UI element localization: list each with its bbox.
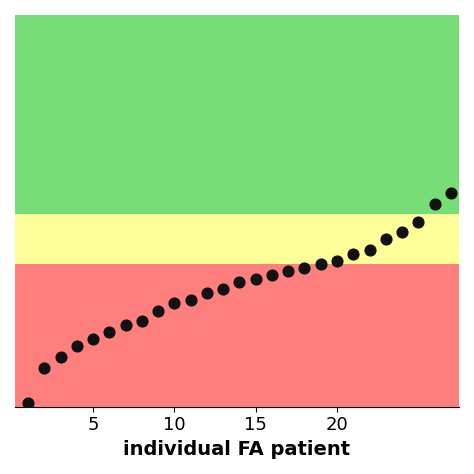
Point xyxy=(447,189,455,197)
Point xyxy=(415,218,422,225)
Point xyxy=(187,296,194,304)
Point xyxy=(40,364,48,371)
Point xyxy=(382,236,390,243)
Point xyxy=(398,228,406,236)
Point xyxy=(203,289,211,297)
Point xyxy=(155,307,162,314)
Point xyxy=(349,250,357,257)
Bar xyxy=(15,214,459,264)
Point xyxy=(171,300,178,307)
Point xyxy=(431,200,438,208)
Bar xyxy=(15,15,459,214)
Point xyxy=(284,268,292,275)
Point xyxy=(252,275,259,283)
Point xyxy=(73,342,81,350)
Point xyxy=(317,261,325,268)
Point xyxy=(106,328,113,336)
Point xyxy=(122,321,129,328)
Point xyxy=(333,257,341,264)
Point xyxy=(268,271,276,279)
X-axis label: individual FA patient: individual FA patient xyxy=(123,440,351,459)
Point xyxy=(301,264,308,272)
Bar xyxy=(15,264,459,407)
Point xyxy=(89,335,97,343)
Point xyxy=(24,400,32,407)
Point xyxy=(366,246,374,254)
Point xyxy=(219,285,227,293)
Point xyxy=(57,353,64,361)
Point xyxy=(138,318,146,325)
Point xyxy=(236,278,243,286)
